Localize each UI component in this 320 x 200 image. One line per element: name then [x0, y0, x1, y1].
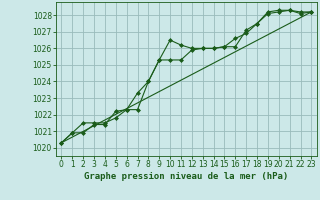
- X-axis label: Graphe pression niveau de la mer (hPa): Graphe pression niveau de la mer (hPa): [84, 172, 289, 181]
